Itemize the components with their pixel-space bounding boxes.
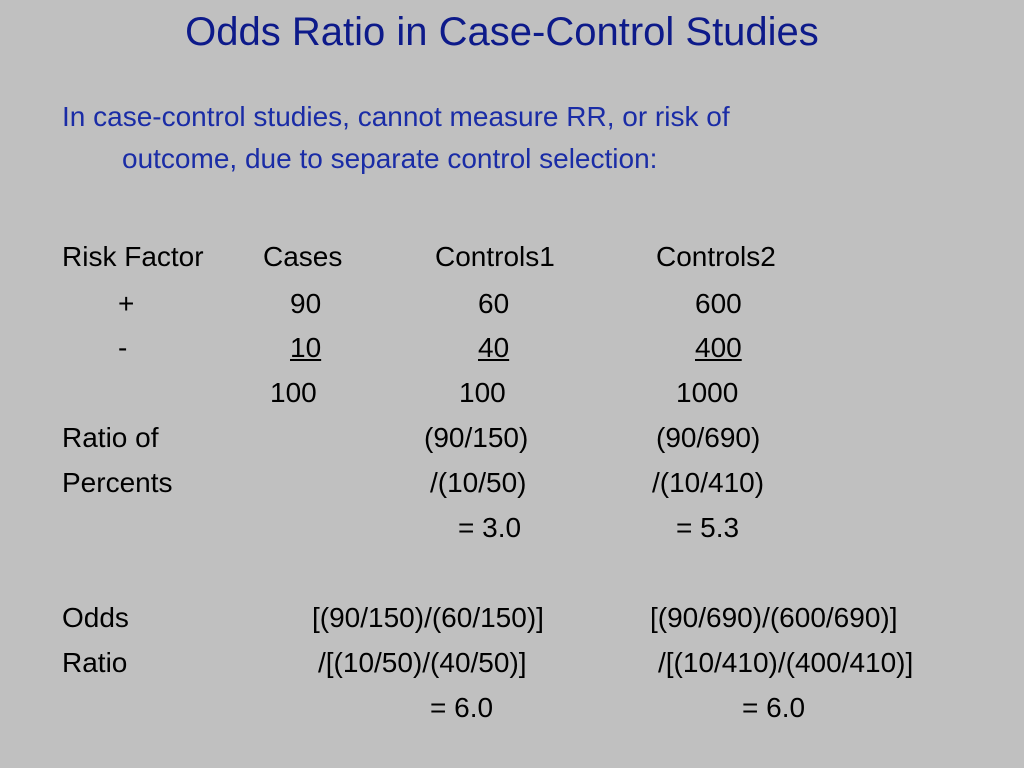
slide-title: Odds Ratio in Case-Control Studies xyxy=(185,10,819,54)
row-unexposed-cases: 10 xyxy=(290,332,322,363)
header-risk-factor: Risk Factor xyxy=(62,241,204,272)
total-controls2: 1000 xyxy=(676,377,739,408)
header-controls2: Controls2 xyxy=(656,241,776,272)
ratio-of-percents-label-2: Percents xyxy=(62,467,173,498)
ratio-of-percents-label-1: Ratio of xyxy=(62,422,159,453)
total-controls1: 100 xyxy=(459,377,506,408)
row-exposed-controls1: 60 xyxy=(478,288,510,319)
or-controls2-numerator: [(90/690)/(600/690)] xyxy=(650,602,898,633)
rop-controls2-result: = 5.3 xyxy=(676,512,740,543)
rop-controls2-denominator: /(10/410) xyxy=(652,467,765,498)
rop-controls1-denominator: /(10/50) xyxy=(430,467,527,498)
or-controls1-numerator: [(90/150)/(60/150)] xyxy=(312,602,544,633)
row-exposed-cases: 90 xyxy=(290,288,322,319)
intro-line-1: In case-control studies, cannot measure … xyxy=(62,101,730,132)
rop-controls2-numerator: (90/690) xyxy=(656,422,761,453)
row-exposed-label: + xyxy=(118,288,135,319)
row-unexposed-controls1: 40 xyxy=(478,332,510,363)
or-controls2-result: = 6.0 xyxy=(742,692,806,723)
or-controls2-denominator: /[(10/410)/(400/410)] xyxy=(658,647,914,678)
odds-ratio-label-1: Odds xyxy=(62,602,129,633)
odds-ratio-label-2: Ratio xyxy=(62,647,128,678)
or-controls1-result: = 6.0 xyxy=(430,692,494,723)
row-exposed-controls2: 600 xyxy=(695,288,742,319)
row-unexposed-controls2: 400 xyxy=(695,332,742,363)
rop-controls1-numerator: (90/150) xyxy=(424,422,529,453)
intro-line-2: outcome, due to separate control selecti… xyxy=(122,143,658,174)
header-cases: Cases xyxy=(263,241,343,272)
or-controls1-denominator: /[(10/50)/(40/50)] xyxy=(318,647,527,678)
rop-controls1-result: = 3.0 xyxy=(458,512,522,543)
header-controls1: Controls1 xyxy=(435,241,555,272)
total-cases: 100 xyxy=(270,377,317,408)
row-unexposed-label: - xyxy=(118,332,128,363)
